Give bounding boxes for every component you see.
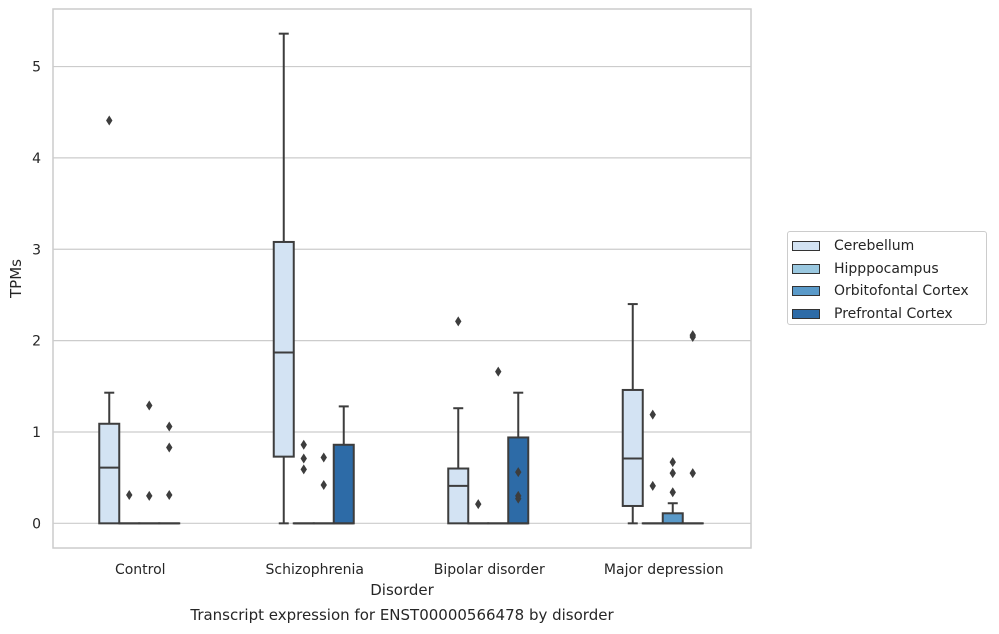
box-2-1 [312,452,335,525]
outlier-point [320,479,327,490]
box-3-1 [332,405,355,525]
box-0-1 [272,32,295,525]
outlier-point [300,464,307,475]
outlier-point [300,453,307,464]
legend-item-orbitofrontal-cortex: Orbitofontal Cortex [792,280,986,303]
x-tick-label: Major depression [604,562,724,578]
outlier-point [126,490,133,501]
outlier-point [495,366,502,377]
x-tick-labels: Control Schizophrenia Bipolar disorder Majo… [115,562,724,578]
outlier-point [146,490,153,501]
outlier-point [475,499,482,510]
legend-label: Hipppocampus [834,260,939,277]
box-1-1 [292,439,315,525]
x-tick-label: Bipolar disorder [434,562,545,578]
box-3-2 [507,391,530,525]
legend-swatch [792,241,820,252]
box-1-2 [467,499,490,525]
y-axis-label: TPMs [7,259,25,299]
outlier-point [320,452,327,463]
outlier-point [689,331,696,342]
box-2-2 [487,366,510,525]
legend-label: Cerebellum [834,238,915,255]
box-series [98,32,704,525]
outlier-point [689,468,696,479]
x-axis-label: Disorder [370,581,434,599]
box-iqr [621,388,644,507]
outlier-point [166,490,173,501]
box-0-2 [447,316,470,525]
plot-frame [52,8,752,549]
legend-label: Prefrontal Cortex [834,305,953,322]
outlier-point [166,442,173,453]
box-3-0 [158,421,181,525]
box-iqr [507,436,530,525]
outlier-point [515,467,522,478]
legend-swatch [792,286,820,297]
box-0-0 [98,115,121,525]
outlier-point [669,457,676,468]
y-tick-labels: 0 1 2 3 4 5 [32,60,41,533]
outlier-point [455,316,462,327]
y-tick-label: 5 [32,60,41,76]
box-2-0 [138,400,161,525]
box-1-3 [641,409,664,525]
box-2-3 [661,457,684,525]
legend-swatch [792,263,820,274]
outlier-point [515,493,522,504]
outlier-point [300,439,307,450]
box-3-3 [681,330,704,525]
y-tick-label: 4 [32,151,41,167]
y-tick-label: 0 [32,516,41,532]
y-tick-label: 1 [32,425,41,441]
outlier-point [669,487,676,498]
chart-caption: Transcript expression for ENST0000056647… [190,606,614,624]
y-tick-label: 2 [32,334,41,350]
box-0-3 [621,303,644,525]
outlier-point [649,480,656,491]
box-iqr [98,422,121,525]
box-iqr [661,512,684,525]
legend-label: Orbitofontal Cortex [834,283,969,300]
x-tick-label: Schizophrenia [266,562,364,578]
legend-item-hippocampus: Hipppocampus [792,258,986,281]
box-iqr [447,467,470,525]
box-1-0 [118,490,141,525]
outlier-point [649,409,656,420]
box-iqr [332,443,355,525]
y-tick-label: 3 [32,242,41,258]
outlier-point [106,115,113,126]
legend-item-cerebellum: Cerebellum [792,235,986,258]
legend-swatch [792,308,820,319]
outlier-point [669,468,676,479]
grid-lines [53,65,751,524]
legend-item-prefrontal-cortex: Prefrontal Cortex [792,303,986,326]
outlier-point [166,421,173,432]
outlier-point [146,400,153,411]
x-tick-label: Control [115,562,166,578]
legend: Cerebellum Hipppocampus Orbitofontal Cor… [787,231,987,325]
box-iqr [272,240,295,458]
